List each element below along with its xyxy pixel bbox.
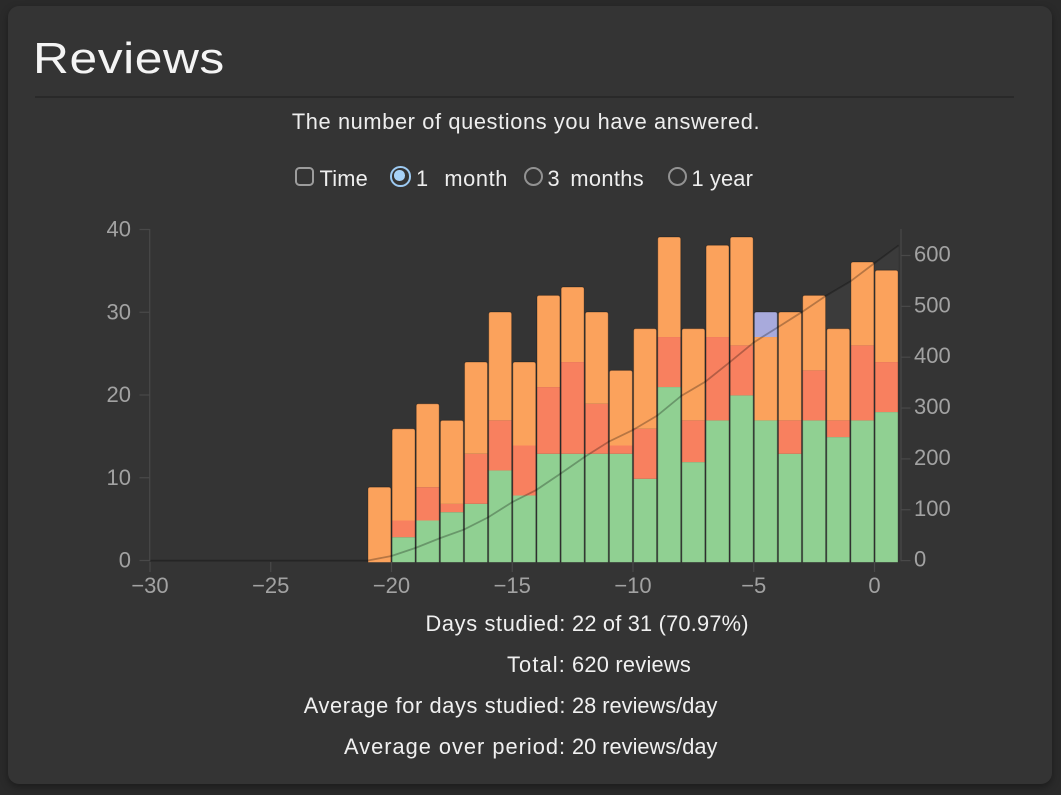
svg-text:0: 0: [868, 573, 880, 598]
svg-text:−15: −15: [494, 573, 531, 598]
svg-text:600: 600: [914, 242, 951, 267]
svg-text:20: 20: [107, 382, 131, 407]
svg-text:400: 400: [914, 343, 951, 368]
svg-text:−20: −20: [373, 573, 410, 598]
svg-text:500: 500: [914, 292, 951, 317]
svg-text:−10: −10: [614, 573, 651, 598]
svg-text:300: 300: [914, 394, 951, 419]
svg-text:−30: −30: [131, 573, 168, 598]
svg-text:0: 0: [119, 548, 131, 573]
svg-text:30: 30: [107, 299, 131, 324]
svg-text:−25: −25: [252, 573, 289, 598]
svg-text:40: 40: [107, 217, 131, 242]
svg-text:100: 100: [914, 496, 951, 521]
svg-text:10: 10: [107, 465, 131, 490]
svg-text:−5: −5: [741, 573, 766, 598]
svg-text:0: 0: [914, 547, 926, 572]
svg-text:200: 200: [914, 445, 951, 470]
